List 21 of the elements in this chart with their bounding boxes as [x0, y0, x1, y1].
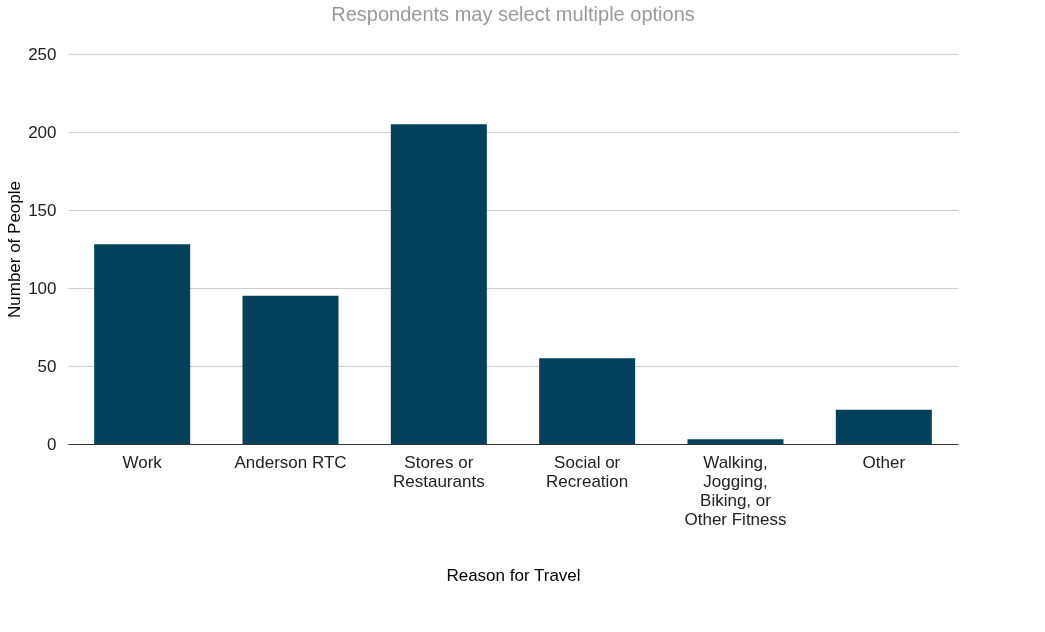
x-tick-label: Walking, Jogging, Biking, or Other Fitness: [684, 452, 787, 529]
y-tick-label: 150: [28, 200, 57, 220]
x-axis-title: Reason for Travel: [446, 565, 581, 585]
y-tick-label: 0: [47, 434, 57, 454]
bar: [539, 358, 636, 444]
bar: [242, 295, 339, 444]
y-tick-label: 250: [28, 44, 57, 64]
bar: [835, 409, 932, 444]
x-tick-label: Work: [122, 452, 163, 472]
x-tick-label: Other: [862, 452, 906, 472]
bar: [94, 244, 191, 444]
y-tick-label: 50: [37, 356, 57, 376]
y-tick-label: 100: [28, 278, 57, 298]
y-axis-title: Number of People: [5, 180, 25, 319]
x-tick-label: Stores or Restaurants: [393, 452, 485, 491]
bar: [390, 124, 487, 444]
bar: [687, 439, 784, 444]
y-tick-label: 200: [28, 122, 57, 142]
x-tick-label: Anderson RTC: [234, 452, 347, 472]
x-tick-label: Social or Recreation: [546, 452, 629, 491]
chart-title: Respondents may select multiple options: [331, 3, 695, 25]
